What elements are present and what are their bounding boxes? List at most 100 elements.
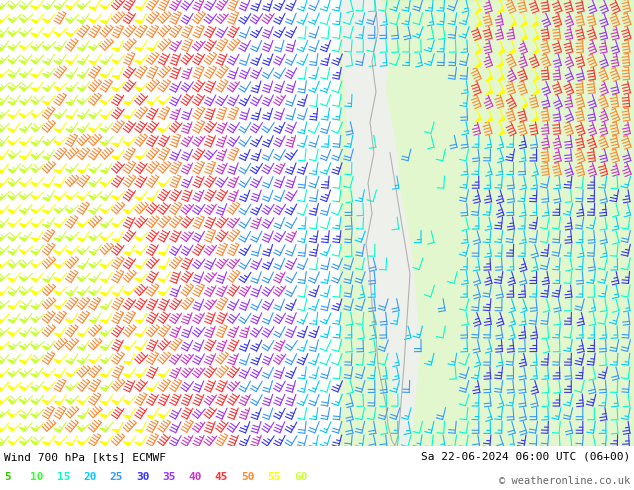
Polygon shape — [340, 0, 420, 446]
Polygon shape — [19, 263, 26, 268]
Polygon shape — [100, 61, 107, 65]
Polygon shape — [31, 182, 37, 187]
Polygon shape — [65, 250, 72, 254]
Polygon shape — [77, 88, 84, 92]
Polygon shape — [89, 360, 96, 364]
Polygon shape — [42, 210, 49, 214]
Polygon shape — [112, 400, 119, 405]
Polygon shape — [42, 372, 49, 377]
Polygon shape — [135, 346, 142, 350]
Polygon shape — [77, 4, 84, 9]
Polygon shape — [123, 142, 130, 146]
Polygon shape — [77, 99, 84, 104]
Polygon shape — [8, 31, 15, 36]
Polygon shape — [135, 87, 141, 91]
Polygon shape — [65, 209, 72, 214]
Polygon shape — [89, 251, 96, 255]
Polygon shape — [8, 426, 15, 431]
Text: 10: 10 — [30, 472, 44, 482]
Polygon shape — [66, 102, 73, 105]
Polygon shape — [498, 8, 503, 13]
Polygon shape — [31, 223, 37, 227]
Polygon shape — [476, 117, 481, 122]
Polygon shape — [135, 237, 141, 241]
Polygon shape — [31, 318, 37, 322]
Polygon shape — [77, 292, 84, 296]
Polygon shape — [124, 415, 131, 419]
Polygon shape — [42, 441, 49, 446]
Polygon shape — [146, 388, 153, 392]
Polygon shape — [0, 127, 3, 132]
Polygon shape — [31, 88, 38, 92]
Text: 45: 45 — [215, 472, 228, 482]
Polygon shape — [77, 61, 84, 65]
Polygon shape — [31, 209, 37, 214]
Polygon shape — [112, 48, 119, 51]
Polygon shape — [19, 415, 27, 418]
Polygon shape — [522, 103, 527, 109]
Polygon shape — [8, 59, 15, 64]
Polygon shape — [0, 373, 3, 377]
Polygon shape — [54, 209, 61, 214]
Polygon shape — [19, 441, 26, 445]
Polygon shape — [66, 75, 73, 78]
Polygon shape — [0, 101, 3, 105]
Polygon shape — [31, 290, 37, 295]
Polygon shape — [486, 76, 493, 81]
Polygon shape — [54, 277, 61, 282]
Polygon shape — [54, 129, 61, 133]
Polygon shape — [19, 128, 27, 132]
Polygon shape — [19, 32, 26, 37]
Polygon shape — [112, 143, 119, 147]
Polygon shape — [77, 347, 84, 350]
Polygon shape — [0, 142, 3, 146]
Polygon shape — [146, 416, 153, 419]
Polygon shape — [0, 304, 3, 309]
Polygon shape — [89, 169, 96, 173]
Polygon shape — [89, 210, 96, 214]
Polygon shape — [54, 184, 61, 187]
Polygon shape — [66, 442, 73, 446]
Polygon shape — [135, 334, 142, 337]
Polygon shape — [54, 170, 61, 173]
Polygon shape — [100, 401, 107, 405]
Polygon shape — [0, 73, 3, 77]
Polygon shape — [475, 49, 481, 54]
Polygon shape — [135, 196, 142, 200]
Polygon shape — [8, 154, 15, 159]
Polygon shape — [42, 197, 49, 201]
Polygon shape — [54, 86, 61, 91]
Polygon shape — [42, 386, 49, 391]
Polygon shape — [0, 292, 3, 295]
Polygon shape — [31, 278, 38, 282]
Polygon shape — [31, 60, 37, 64]
Polygon shape — [19, 60, 26, 64]
Polygon shape — [100, 387, 107, 391]
Polygon shape — [8, 399, 15, 404]
Polygon shape — [100, 171, 108, 173]
Polygon shape — [521, 22, 527, 26]
Polygon shape — [54, 47, 61, 51]
Polygon shape — [8, 251, 15, 255]
Polygon shape — [19, 249, 26, 254]
Polygon shape — [135, 265, 142, 269]
Polygon shape — [65, 32, 72, 37]
Polygon shape — [77, 400, 84, 405]
Text: 30: 30 — [136, 472, 150, 482]
Polygon shape — [42, 157, 49, 160]
Polygon shape — [19, 319, 26, 323]
Polygon shape — [19, 182, 26, 187]
Polygon shape — [77, 48, 84, 51]
Polygon shape — [124, 115, 131, 119]
Polygon shape — [77, 196, 84, 200]
Polygon shape — [31, 441, 37, 445]
Polygon shape — [31, 74, 38, 78]
Polygon shape — [112, 223, 119, 227]
Polygon shape — [42, 19, 49, 23]
Polygon shape — [19, 156, 27, 160]
Polygon shape — [54, 429, 61, 432]
Polygon shape — [19, 386, 26, 391]
Polygon shape — [0, 209, 3, 214]
Polygon shape — [19, 18, 26, 23]
Polygon shape — [54, 441, 61, 445]
